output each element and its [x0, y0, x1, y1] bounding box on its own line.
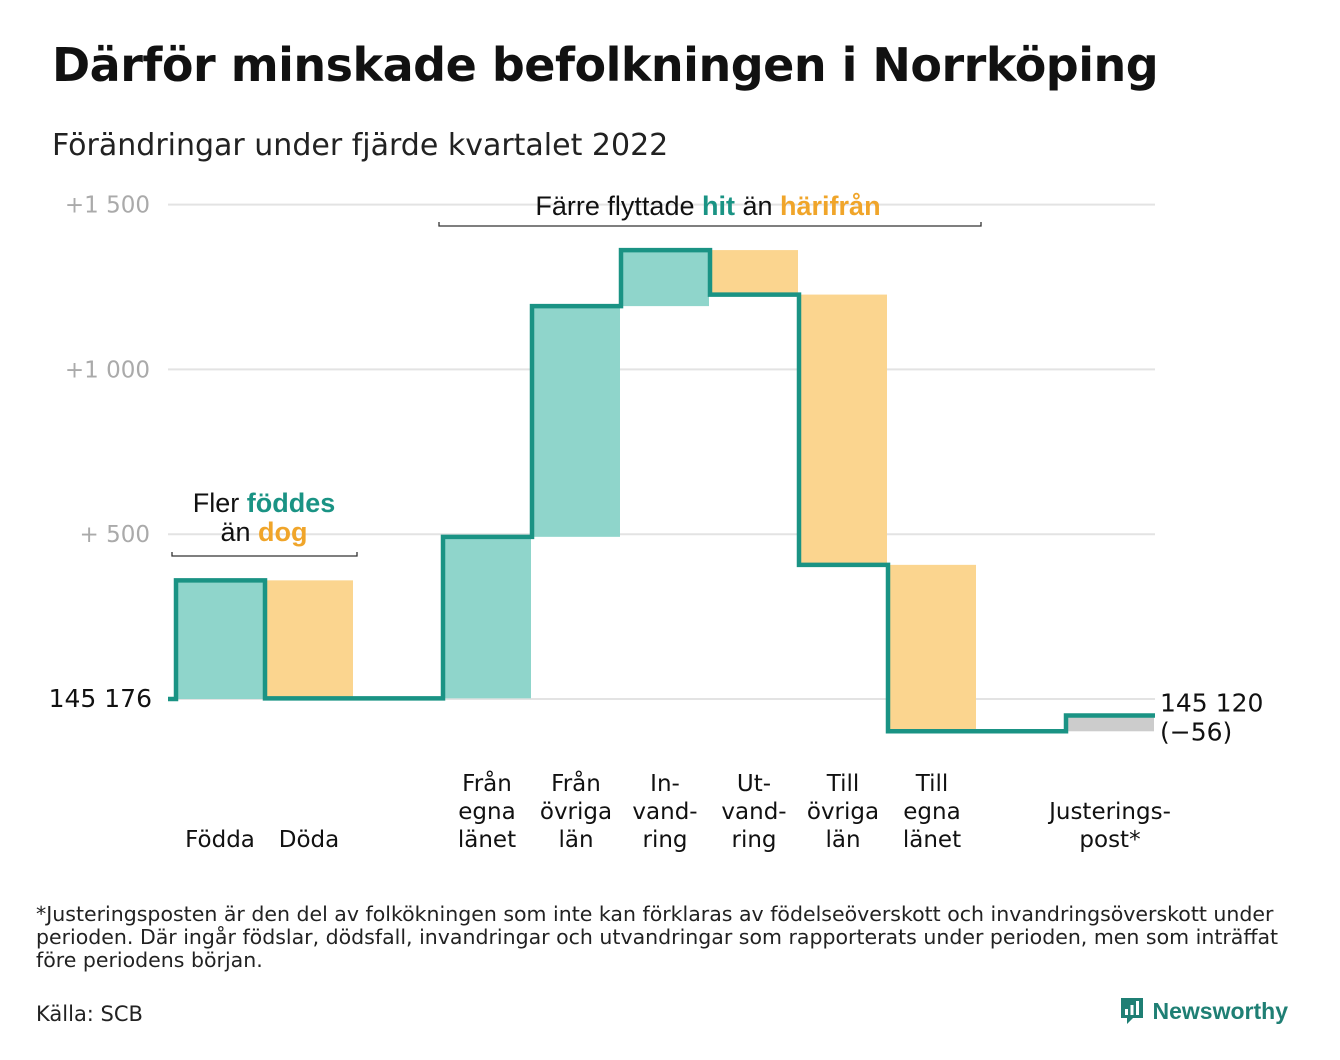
- waterfall-bar: [443, 536, 531, 699]
- annotation-bracket-migration: [438, 222, 982, 227]
- category-label: Döda: [279, 827, 339, 853]
- end-change-label: (−56): [1160, 717, 1232, 746]
- y-tick-label: +1 000: [65, 357, 150, 383]
- category-label: Ut-: [737, 771, 771, 797]
- category-label: Födda: [185, 827, 255, 853]
- waterfall-bar: [888, 564, 976, 732]
- category-label: Justerings-: [1047, 799, 1171, 825]
- waterfall-bar: [532, 306, 620, 537]
- footnote: *Justeringsposten är den del av folkökni…: [36, 902, 1279, 972]
- category-label: egna: [903, 799, 960, 825]
- brand-name: Newsworthy: [1152, 997, 1288, 1024]
- cumulative-step-line: [168, 247, 1155, 734]
- annotation-migration: Färre flyttade hit än härifrån: [535, 191, 880, 221]
- waterfall-bar: [176, 580, 264, 699]
- chart-title: Därför minskade befolkningen i Norrköpin…: [52, 38, 1159, 92]
- waterfall-bar: [710, 250, 798, 295]
- category-label: länet: [903, 827, 961, 853]
- category-label: Till: [826, 771, 860, 797]
- annotation-births-deaths-line2: än dog: [220, 517, 307, 547]
- category-label: Från: [551, 769, 601, 797]
- source-label: Källa: SCB: [36, 1002, 143, 1026]
- category-label: län: [558, 827, 593, 853]
- waterfall-bar: [1066, 715, 1154, 732]
- chart-subtitle: Förändringar under fjärde kvartalet 2022: [52, 128, 669, 163]
- category-label: In-: [650, 771, 680, 797]
- category-label: vand-: [721, 799, 786, 825]
- y-tick-label: + 500: [80, 522, 150, 548]
- newsworthy-logo-icon: [1120, 998, 1143, 1024]
- brand-logo[interactable]: Newsworthy: [1119, 996, 1288, 1026]
- category-label: övriga: [807, 799, 879, 825]
- category-label: egna: [458, 799, 515, 825]
- end-value-label: 145 120: [1160, 688, 1263, 717]
- category-label: Till: [915, 771, 949, 797]
- waterfall-chart: + 500 +1 000 +1 500 145 176 145 120(−56) Född…: [49, 191, 1264, 853]
- category-label: Från: [462, 769, 512, 797]
- waterfall-bar: [265, 580, 353, 699]
- category-label: ring: [642, 827, 687, 853]
- category-label: län: [825, 827, 860, 853]
- category-label: länet: [458, 827, 516, 853]
- y-tick-label: +1 500: [65, 193, 150, 219]
- category-label: vand-: [632, 799, 697, 825]
- category-label: ring: [731, 827, 776, 853]
- waterfall-bar: [621, 250, 709, 307]
- annotation-births-deaths: Fler föddes: [193, 488, 336, 518]
- start-value-label: 145 176: [49, 684, 152, 713]
- waterfall-bar: [799, 294, 887, 565]
- category-label: post*: [1079, 827, 1140, 853]
- category-label: övriga: [540, 799, 612, 825]
- annotation-bracket-births-deaths: [171, 552, 358, 557]
